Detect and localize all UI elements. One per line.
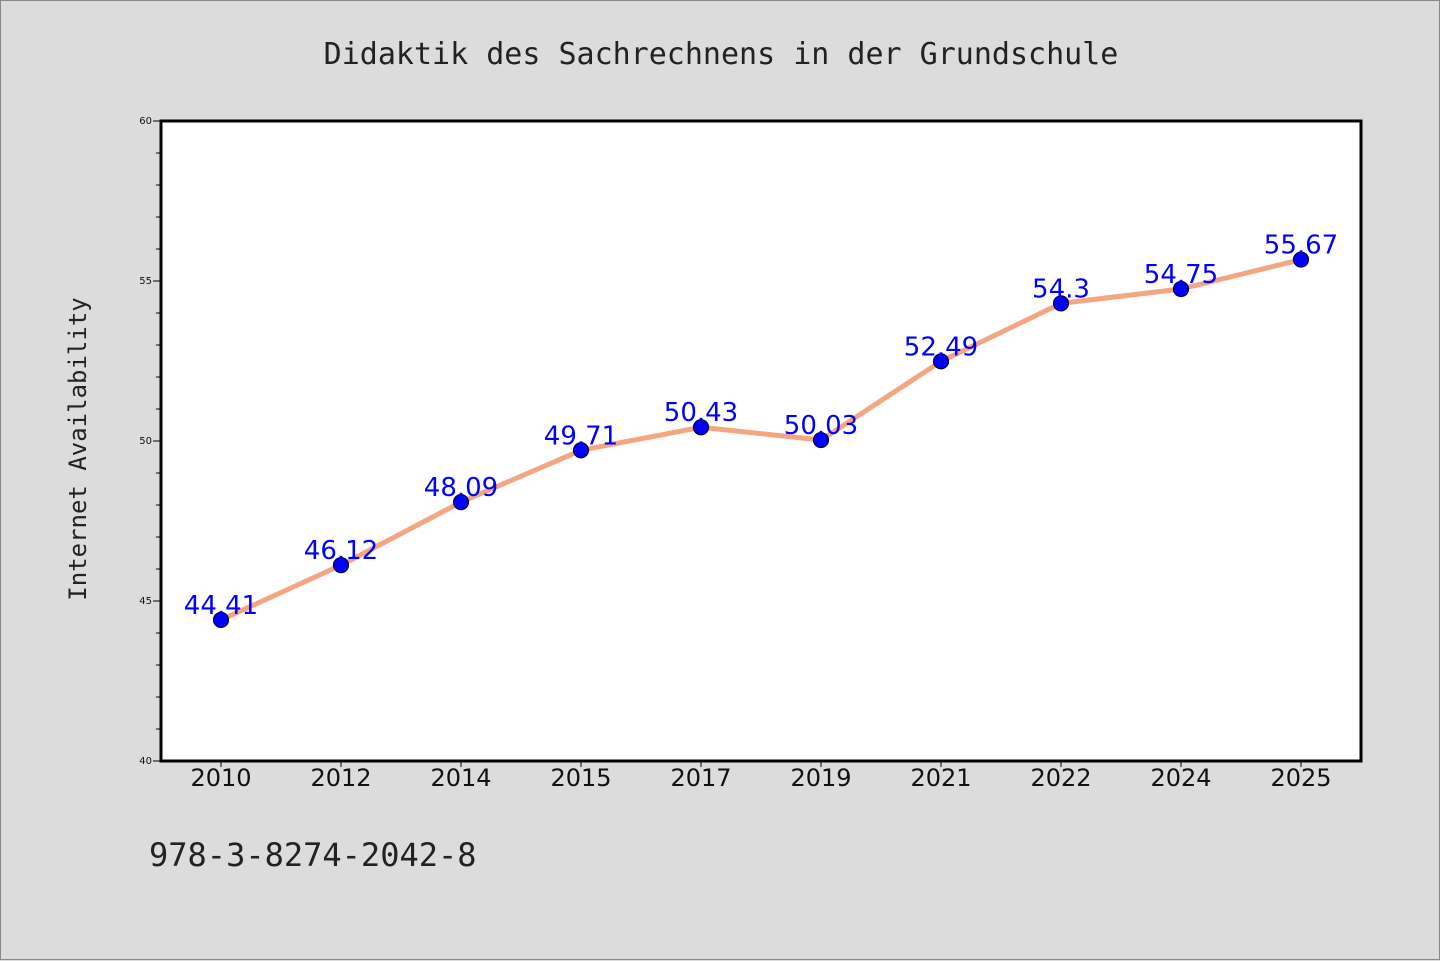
data-labels: 44.41 46.12 48.09 49.71 50.43 50.03 52.49 54.3 5… (184, 231, 1338, 621)
x-tick-label: 2024 (1150, 764, 1211, 792)
x-axis: 2010 2012 2014 2015 2017 2019 2021 2022 2024 2025 (190, 761, 1332, 792)
data-point (452, 494, 470, 511)
data-point (332, 557, 350, 574)
data-label: 54.75 (1144, 260, 1218, 290)
data-label: 44.41 (184, 591, 258, 621)
data-point (1052, 295, 1070, 312)
y-axis: 40 45 50 55 60 (139, 116, 161, 767)
data-label: 50.03 (784, 411, 858, 441)
data-label: 55.67 (1264, 231, 1338, 261)
series-line-group (218, 257, 1304, 623)
x-tick-label: 2019 (790, 764, 851, 792)
series-line (218, 257, 1304, 623)
y-tick-label: 45 (139, 596, 152, 607)
data-point (572, 442, 590, 459)
data-point (1172, 280, 1190, 298)
x-tick-label: 2015 (550, 764, 611, 792)
x-tick-label: 2021 (910, 764, 971, 792)
data-label: 46.12 (304, 536, 378, 566)
data-label: 52.49 (904, 332, 978, 362)
x-tick-label: 2017 (670, 764, 731, 792)
chart-title: Didaktik des Sachrechnens in der Grundsc… (324, 37, 1119, 72)
y-tick-label: 55 (139, 276, 152, 287)
data-point (692, 419, 710, 436)
data-label: 50.43 (664, 398, 738, 428)
data-point (212, 611, 230, 628)
x-tick-label: 2022 (1030, 764, 1091, 792)
x-tick-label: 2014 (430, 764, 491, 792)
y-tick-label: 60 (139, 116, 152, 127)
data-point (932, 353, 950, 370)
y-axis-label: Internet Availability (64, 297, 92, 600)
x-tick-label: 2025 (1270, 764, 1331, 792)
y-tick-label: 40 (139, 756, 152, 767)
plot-area (159, 119, 1363, 763)
x-tick-label: 2012 (310, 764, 371, 792)
x-tick-label: 2010 (190, 764, 251, 792)
data-point (812, 431, 830, 449)
data-markers (212, 251, 1310, 628)
footer-isbn: 978-3-8274-2042-8 (149, 836, 477, 874)
data-point (1292, 251, 1310, 268)
y-tick-label: 50 (139, 436, 152, 447)
data-label: 48.09 (424, 473, 498, 503)
data-label: 49.71 (544, 421, 618, 451)
data-label: 54.3 (1032, 274, 1090, 304)
